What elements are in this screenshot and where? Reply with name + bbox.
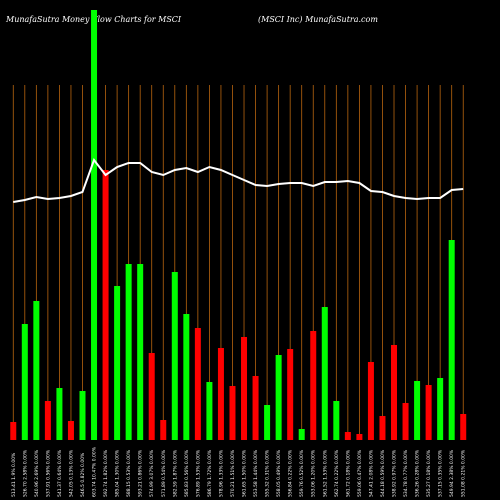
x-tick-label: 585.83 0.56% 0.00% [184,449,190,497]
x-tick-label: 538.92 0.97% 0.00% [392,449,398,497]
bar [183,314,190,440]
bar [379,416,386,440]
bar [367,362,374,440]
x-tick-label: 541.37 0.64% 0.00% [57,449,63,497]
bar [275,355,282,440]
bar [425,385,432,440]
x-tick-label: 534.78 0.77% 0.00% [403,449,409,497]
x-tick-label: 559.06 0.47% 0.00% [357,449,363,497]
x-tick-label: 593.21 0.86% 0.00% [138,449,144,497]
money-flow-line [13,157,464,203]
x-tick-label: 535.27 0.18% 0.00% [426,449,432,497]
bar [44,401,51,440]
x-tick-label: 561.52 1.53% 0.00% [322,449,328,497]
x-tick-label: 571.89 0.54% 0.00% [161,449,167,497]
x-tick-label: 546.5 0.82% 0.00% [80,452,86,497]
x-tick-label: 561.72 0.18% 0.00% [345,449,351,497]
bar [67,421,74,440]
x-tick-label: 556.84 0.22% 0.00% [288,449,294,497]
x-tick-label: 559.76 0.52% 0.00% [299,449,305,497]
bar [10,422,17,440]
bar [448,240,455,440]
x-tick-label: 553.58 1.44% 0.00% [253,449,259,497]
bar [298,429,305,440]
x-tick-label: 540.96 2.69% 0.00% [34,449,40,497]
x-tick-label: 526.70 2.58% 0.00% [22,449,28,497]
x-tick-label: 578.96 1.33% 0.00% [218,449,224,497]
bar [91,10,98,440]
bar [148,353,155,440]
x-tick-label: 603.74 10.47% 0.00% [92,446,98,497]
bar [310,331,317,440]
bar [241,337,248,440]
bar [264,405,271,440]
x-tick-label: 574.99 3.07% 0.00% [149,449,155,497]
bar [252,376,259,440]
bar [33,301,40,440]
bar [321,307,328,440]
x-tick-label: 585.04 1.30% 0.00% [115,449,121,497]
bar [437,378,444,440]
x-tick-label: 576.89 1.53% 0.00% [195,449,201,497]
bar [56,388,63,440]
bar [217,348,224,440]
x-tick-label: 592.74 1.82% 0.00% [103,449,109,497]
bar [79,391,86,440]
x-tick-label: 551.08 0.21% 0.00% [461,449,467,497]
x-tick-label: 588.15 0.53% 0.00% [126,449,132,497]
bar [125,264,132,440]
x-tick-label: 586.79 1.72% 0.00% [207,449,213,497]
x-tick-label: 513.41 1.9% 0.00% [11,452,17,497]
x-tick-label: 582.59 1.87% 0.00% [172,449,178,497]
bar [333,401,340,440]
bar [194,328,201,440]
bar [171,272,178,440]
x-tick-label: 542.05 0.13% 0.00% [68,449,74,497]
bar [137,264,144,440]
x-tick-label: 536.26 0.28% 0.00% [415,449,421,497]
bar [344,432,351,440]
x-tick-label: 549.94 2.38% 0.00% [449,449,455,497]
x-tick-label: 561.65 1.50% 0.00% [242,449,248,497]
bar [287,349,294,440]
bar [206,382,213,440]
bar [402,403,409,440]
chart-subtitle: (MSCI Inc) MunafaSutra.com [258,15,378,24]
x-tick-label: 537.91 0.56% 0.00% [45,449,51,497]
bar [160,420,167,440]
x-tick-label: 547.41 2.08% 0.00% [368,449,374,497]
bar [356,434,363,440]
bar [391,345,398,440]
bar [102,170,109,440]
x-tick-label: 537.15 0.35% 0.00% [438,449,444,497]
x-tick-label: 555.32 0.31% 0.00% [265,449,271,497]
bar [414,381,421,440]
bar [21,324,28,440]
bar [460,414,467,440]
x-tick-label: 544.18 0.59% 0.00% [380,449,386,497]
x-tick-label: 562.74 0.22% 0.00% [334,449,340,497]
x-tick-label: 558.05 0.49% 0.00% [276,449,282,497]
x-tick-label: 570.21 1.51% 0.00% [230,449,236,497]
bar [229,386,236,440]
x-tick-label: 553.06 1.20% 0.00% [311,449,317,497]
bar [114,286,121,440]
